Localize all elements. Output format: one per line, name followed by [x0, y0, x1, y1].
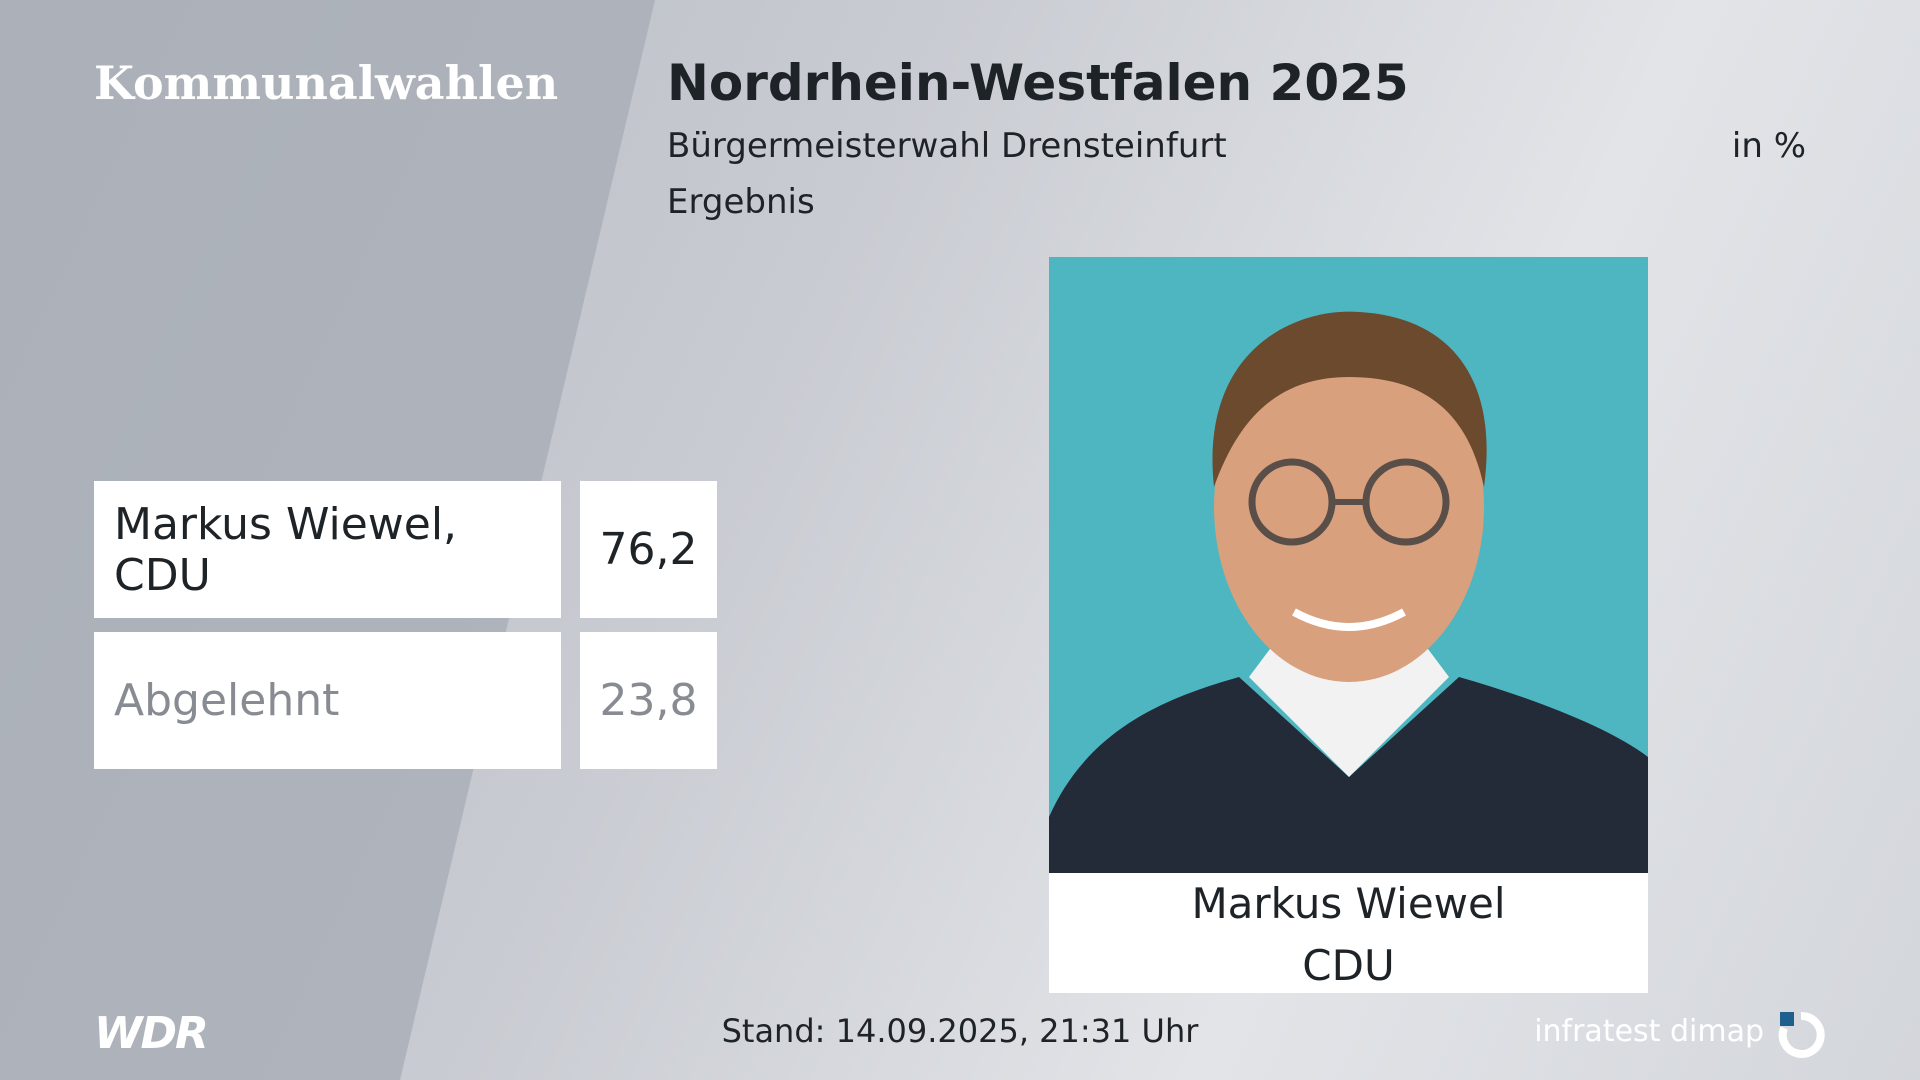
result-label: Markus Wiewel, CDU [94, 481, 561, 618]
status: Ergebnis [667, 182, 815, 222]
subtitle: Bürgermeisterwahl Drensteinfurt [667, 126, 1227, 166]
broadcaster-logo: WDR [94, 1008, 209, 1059]
candidate-photo [1049, 257, 1648, 873]
source-logo [1778, 1011, 1825, 1058]
result-value: 76,2 [580, 481, 717, 618]
timestamp: Stand: 14.09.2025, 21:31 Uhr [721, 1012, 1199, 1050]
unit: in % [1731, 126, 1806, 166]
candidate-party: CDU [1302, 941, 1395, 990]
category: Kommunalwahlen [94, 56, 559, 110]
result-value: 23,8 [580, 632, 717, 769]
result-label: Abgelehnt [94, 632, 561, 769]
candidate-name: Markus Wiewel [1191, 879, 1506, 928]
title: Nordrhein-Westfalen 2025 [667, 54, 1409, 112]
source: infratest dimap [1534, 1014, 1764, 1049]
candidate-caption: Markus Wiewel CDU [1049, 873, 1648, 993]
